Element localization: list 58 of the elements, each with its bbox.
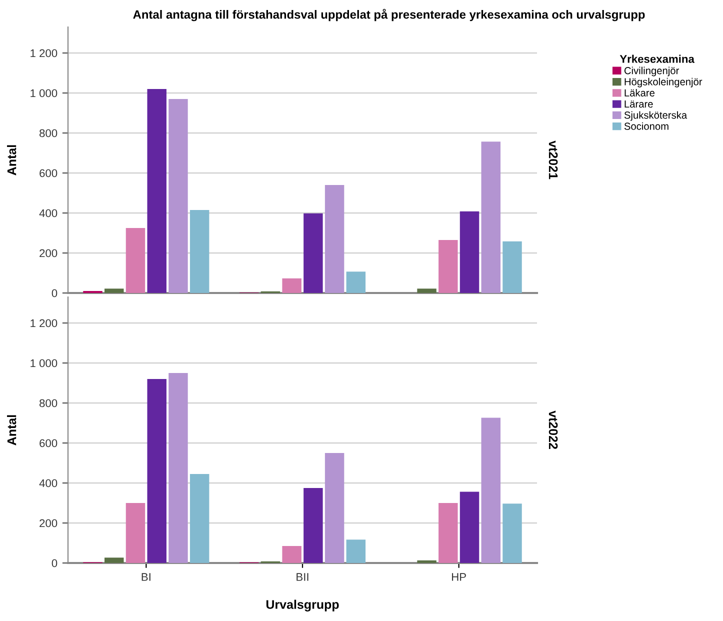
y-tick-label: 1 000 bbox=[30, 359, 58, 368]
bar bbox=[168, 373, 188, 563]
bar bbox=[104, 558, 124, 563]
legend-label: Högskoleingenjör bbox=[624, 78, 702, 88]
bar bbox=[190, 210, 210, 293]
y-tick-label: 1 200 bbox=[30, 49, 58, 58]
bar bbox=[126, 503, 146, 563]
x-tick-label: HP bbox=[452, 573, 466, 581]
y-tick-label: 600 bbox=[40, 439, 58, 448]
bar bbox=[481, 418, 500, 563]
bar bbox=[147, 379, 166, 563]
chart-title: Antal antagna till förstahandsval uppdelat på presenterade yrkesexamina och urvalsgrupp bbox=[133, 8, 645, 22]
bar bbox=[438, 240, 458, 293]
legend-label: Sjuksköterska bbox=[624, 111, 688, 121]
legend-label: Läkare bbox=[624, 89, 654, 96]
x-tick-label: BI bbox=[142, 573, 150, 581]
bar bbox=[104, 288, 124, 293]
y-tick-label: 0 bbox=[52, 289, 58, 298]
bar bbox=[304, 488, 323, 563]
x-axis-title: Urvalsgrupp bbox=[266, 600, 339, 612]
y-tick-label: 0 bbox=[52, 559, 58, 568]
y-tick-label: 400 bbox=[39, 209, 58, 218]
y-tick-label: 800 bbox=[40, 399, 58, 408]
bar bbox=[147, 89, 166, 293]
bar bbox=[417, 560, 436, 563]
bar bbox=[282, 278, 302, 293]
y-tick-label: 1 000 bbox=[30, 89, 58, 98]
y-axis-title: Antal bbox=[7, 145, 16, 176]
legend-label: Socionom bbox=[624, 122, 668, 130]
legend-label: Civilingenjör bbox=[624, 66, 680, 76]
y-tick-label: 400 bbox=[39, 479, 58, 488]
text: vt2022 bbox=[548, 410, 558, 449]
bar bbox=[126, 228, 146, 293]
y-tick-label: 600 bbox=[40, 169, 58, 178]
x-tick-label: BII bbox=[296, 573, 308, 581]
bar bbox=[346, 540, 366, 563]
bar bbox=[438, 503, 458, 563]
y-axis-title: Antal bbox=[7, 415, 16, 446]
bar bbox=[168, 99, 188, 293]
bar bbox=[282, 546, 302, 563]
bar bbox=[460, 492, 480, 563]
y-tick-label: 200 bbox=[40, 519, 58, 528]
bar bbox=[502, 504, 522, 563]
bar bbox=[324, 185, 344, 293]
bar bbox=[460, 211, 480, 293]
bar bbox=[304, 213, 323, 293]
y-tick-label: 200 bbox=[40, 249, 58, 258]
text: vt2021 bbox=[548, 140, 558, 180]
legend-label: Lärare bbox=[624, 100, 653, 108]
y-tick-label: 1 200 bbox=[30, 319, 58, 328]
bar bbox=[417, 288, 436, 293]
y-tick-label: 800 bbox=[40, 129, 58, 138]
bar bbox=[346, 272, 366, 293]
legend-title: Yrkesexamina bbox=[620, 54, 694, 63]
bar bbox=[190, 474, 210, 563]
bar bbox=[502, 241, 522, 293]
bar bbox=[481, 142, 500, 293]
bar bbox=[324, 453, 344, 563]
